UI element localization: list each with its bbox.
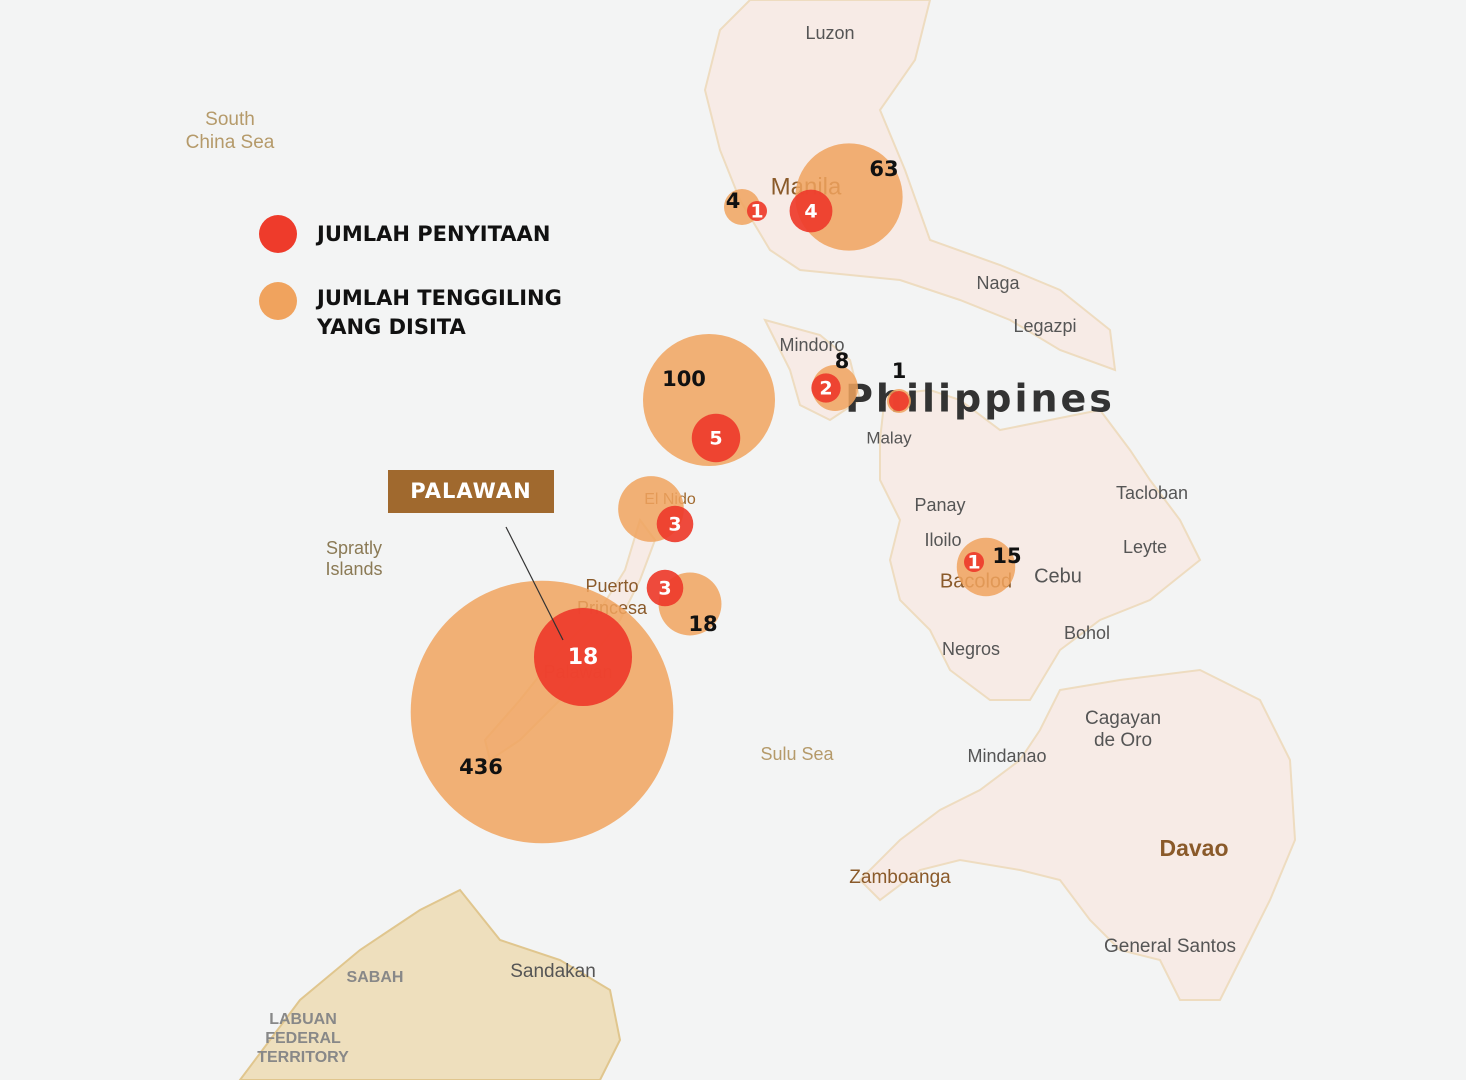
seizure-label: 1 [967, 552, 980, 574]
seizure-bubble [533, 607, 633, 707]
place-label: Sulu Sea [760, 744, 834, 764]
callout-leader [505, 526, 564, 641]
place-label: Naga [976, 273, 1020, 293]
place-label: FEDERAL [265, 1030, 341, 1047]
place-label: Zamboanga [849, 867, 951, 888]
place-label: Spratly [326, 538, 382, 558]
seizure-label: 4 [804, 201, 817, 223]
place-label: TERRITORY [257, 1049, 349, 1066]
seizure-bubble [811, 373, 841, 403]
place-label: de Oro [1094, 730, 1152, 751]
place-label: General Santos [1104, 936, 1236, 957]
place-label: Puerto [585, 576, 638, 596]
place-label: LABUAN [269, 1011, 337, 1028]
place-label: Bohol [1064, 623, 1110, 643]
seizure-label: 18 [568, 645, 599, 670]
place-label: Davao [1159, 835, 1228, 861]
legend-swatch [259, 215, 297, 253]
place-label: Leyte [1123, 537, 1167, 557]
seizure-bubble [964, 552, 984, 572]
place-label: SABAH [347, 969, 404, 986]
place-label: Negros [942, 639, 1000, 659]
place-label: China Sea [186, 132, 275, 153]
place-label: Mindoro [779, 335, 844, 355]
place-label: Islands [325, 559, 382, 579]
seizure-bubble [691, 413, 741, 463]
place-label: Cebu [1034, 565, 1082, 587]
borneo [238, 888, 622, 1080]
place-label: Iloilo [924, 530, 961, 550]
seizure-bubble [889, 391, 909, 411]
pangolin-label: 18 [688, 612, 717, 636]
seizure-label: 3 [658, 578, 671, 600]
pangolin-label: 436 [459, 755, 503, 779]
pangolin-label: 4 [726, 189, 741, 213]
legend-swatch [259, 282, 297, 320]
seizure-bubble [789, 189, 833, 233]
legend-item: JUMLAH TENGGILING YANG DISITA [259, 282, 607, 342]
pangolin-bubble [643, 334, 775, 466]
place-label: Panay [914, 495, 965, 515]
pangolin-label: 1 [892, 359, 907, 383]
place-label: South [205, 109, 255, 130]
place-label: Malay [866, 428, 912, 447]
place-label: Cagayan [1085, 708, 1161, 729]
seizure-bubble [656, 505, 694, 543]
seizure-label: 5 [709, 428, 722, 450]
place-label: Sandakan [510, 961, 596, 982]
pangolin-bubble [410, 580, 674, 844]
place-label: Philippines [845, 377, 1115, 421]
seizure-bubble [646, 569, 684, 607]
place-label: Luzon [805, 23, 854, 43]
pangolin-label: 63 [869, 157, 898, 181]
callout: PALAWAN [388, 470, 554, 513]
legend-label: JUMLAH PENYITAAN [317, 222, 551, 246]
legend-item: JUMLAH PENYITAAN [259, 215, 607, 253]
place-label: Tacloban [1116, 483, 1188, 503]
seizure-bubble [747, 201, 767, 221]
place-label: Mindanao [967, 746, 1046, 766]
place-label: Legazpi [1013, 316, 1076, 336]
seizure-label: 3 [668, 514, 681, 536]
seizure-label: 1 [750, 201, 763, 223]
pangolin-label: 15 [992, 544, 1021, 568]
pangolin-label: 8 [835, 349, 850, 373]
legend-label: JUMLAH TENGGILING YANG DISITA [317, 286, 562, 339]
seizure-label: 2 [819, 378, 832, 400]
pangolin-label: 100 [662, 367, 706, 391]
